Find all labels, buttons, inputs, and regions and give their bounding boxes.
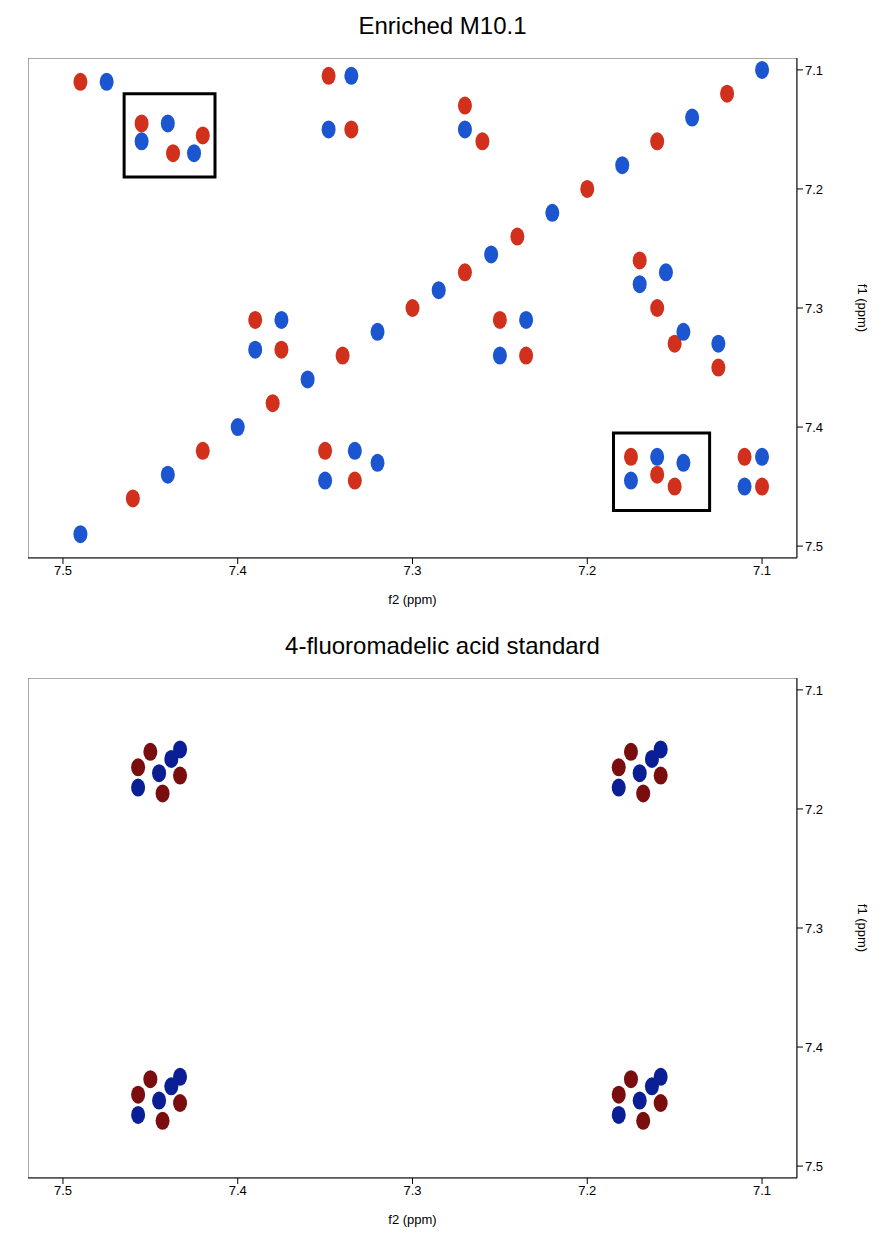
svg-text:7.5: 7.5: [805, 539, 823, 554]
html-text:4-fluoromadelic acid standard: 4-fluoromadelic acid standard: [285, 632, 600, 659]
svg-text:7.4: 7.4: [805, 420, 823, 435]
svg-text:f1 (ppm): f1 (ppm): [855, 284, 870, 332]
svg-text:7.4: 7.4: [229, 1183, 247, 1198]
svg-text:7.2: 7.2: [805, 802, 823, 817]
svg-text:7.2: 7.2: [578, 1183, 596, 1198]
svg-text:f2 (ppm): f2 (ppm): [388, 1212, 436, 1227]
svg-text:7.1: 7.1: [805, 63, 823, 78]
svg-text:7.2: 7.2: [578, 563, 596, 578]
svg-text:7.5: 7.5: [805, 1159, 823, 1174]
svg-text:f2 (ppm): f2 (ppm): [388, 592, 436, 607]
svg-text:7.2: 7.2: [805, 182, 823, 197]
svg-text:7.3: 7.3: [805, 301, 823, 316]
svg-text:7.1: 7.1: [753, 563, 771, 578]
svg-text:7.3: 7.3: [403, 563, 421, 578]
svg-text:7.4: 7.4: [229, 563, 247, 578]
html-text:Enriched M10.1: Enriched M10.1: [358, 12, 527, 39]
svg-text:7.5: 7.5: [54, 1183, 72, 1198]
svg-text:f1 (ppm): f1 (ppm): [855, 904, 870, 952]
svg-text:7.1: 7.1: [805, 683, 823, 698]
svg-text:7.3: 7.3: [403, 1183, 421, 1198]
svg-text:7.4: 7.4: [805, 1040, 823, 1055]
svg-text:7.3: 7.3: [805, 921, 823, 936]
svg-text:7.5: 7.5: [54, 563, 72, 578]
svg-text:7.1: 7.1: [753, 1183, 771, 1198]
